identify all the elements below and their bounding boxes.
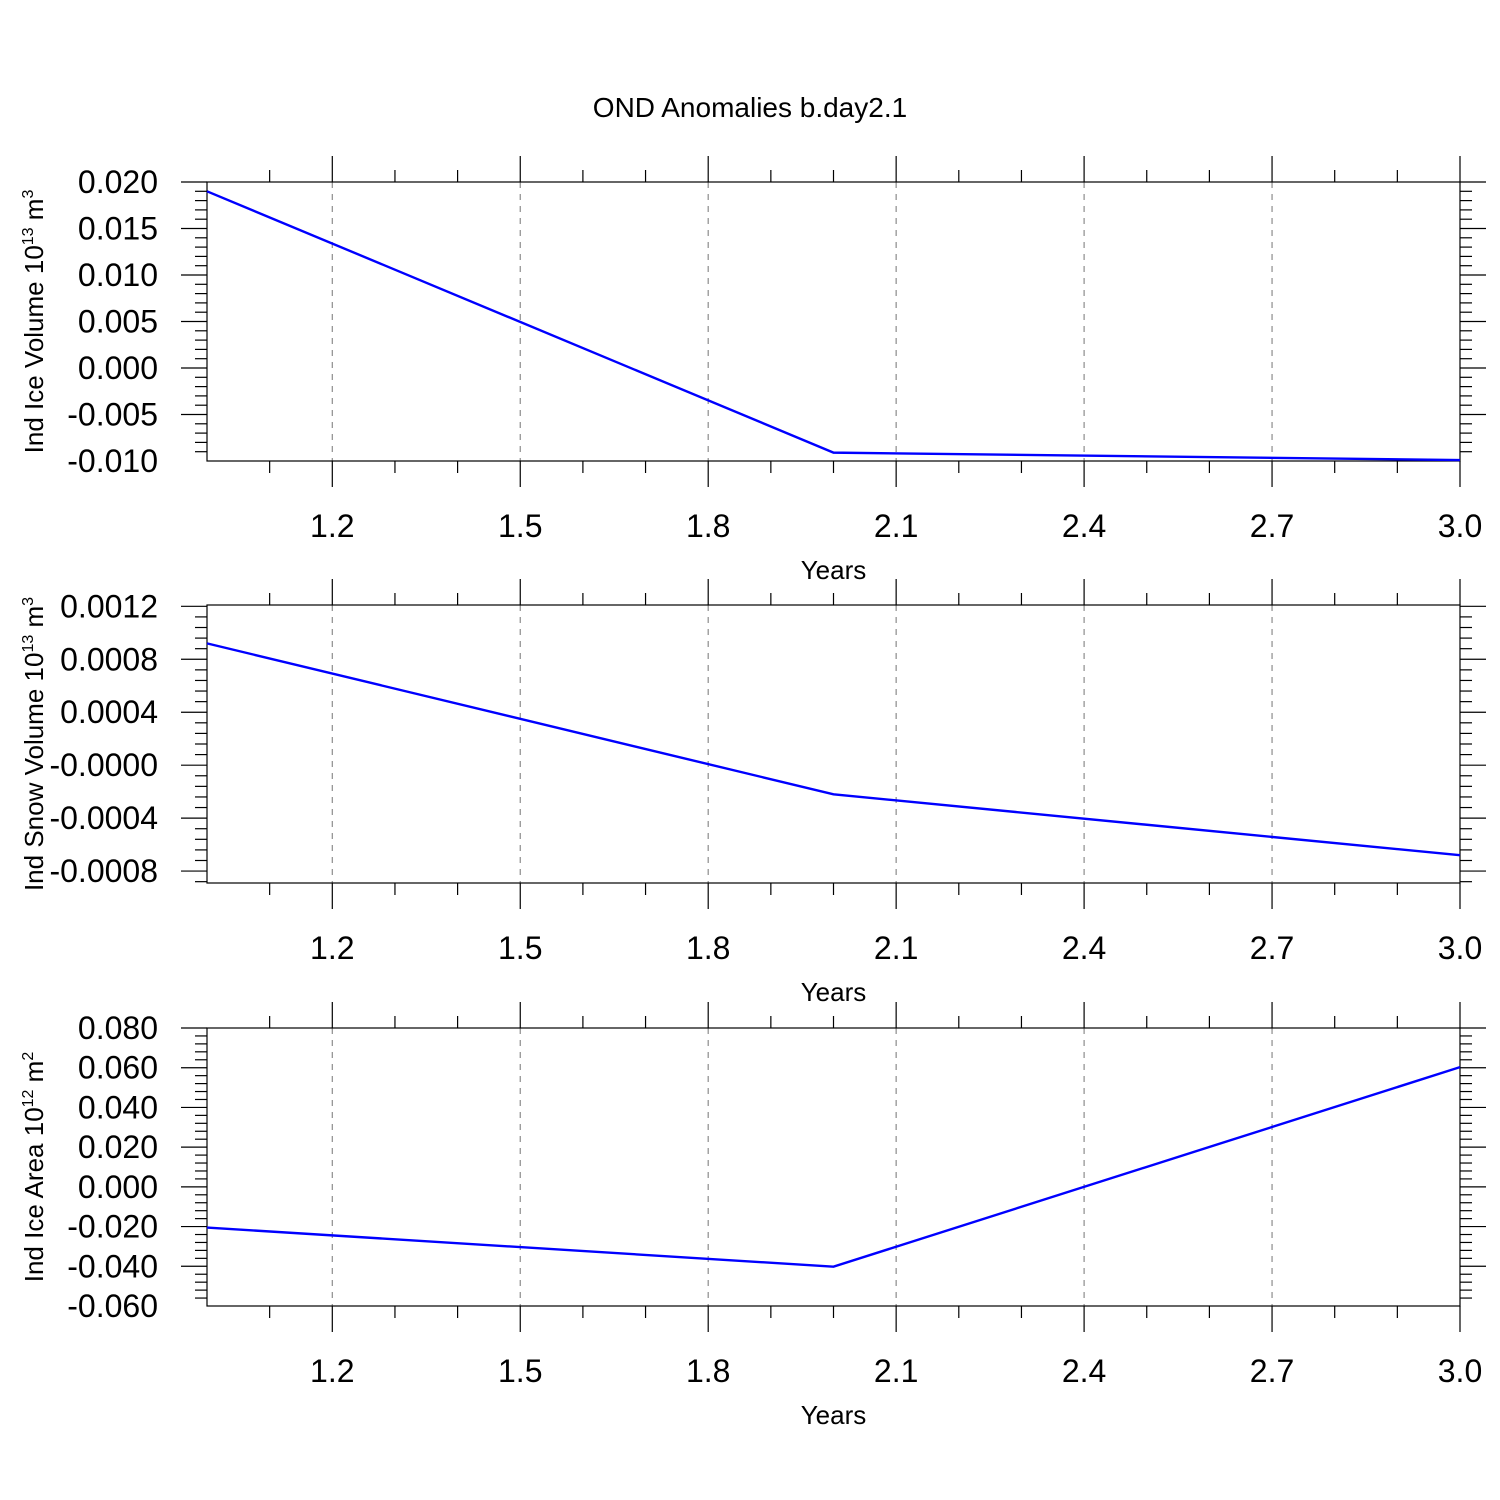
x-tick-label: 2.4 (1062, 930, 1106, 966)
y-axis-label-exponent: 13 (20, 635, 37, 653)
x-tick-label: 2.4 (1062, 1353, 1106, 1389)
y-tick-label: 0.010 (78, 257, 158, 293)
x-tick-label: 2.1 (874, 930, 918, 966)
x-tick-label: 2.7 (1250, 1353, 1294, 1389)
y-tick-label: 0.080 (78, 1010, 158, 1046)
y-axis-label-unit-exponent: 2 (20, 1052, 37, 1061)
x-tick-label: 1.5 (498, 930, 542, 966)
panel-1: 1.2 1.5 1.8 2.1 2.4 2.7 3.0 Years 0.020 0.015 0.01… (19, 156, 1486, 585)
x-tick-label: 2.1 (874, 1353, 918, 1389)
x-axis-label: Years (801, 555, 867, 585)
y-tick-label: 0.020 (78, 1129, 158, 1165)
y-tick-label: -0.020 (67, 1209, 158, 1245)
y-axis-label-unit: m (19, 199, 49, 228)
y-tick-label: 0.020 (78, 164, 158, 200)
y-axis-label-unit-exponent: 3 (20, 597, 37, 606)
y-tick-label: -0.005 (67, 397, 158, 433)
x-tick-label: 2.7 (1250, 930, 1294, 966)
x-axis-label: Years (801, 977, 867, 1007)
x-tick-label: 1.8 (686, 508, 730, 544)
y-tick-label: -0.0008 (49, 853, 158, 889)
x-axis-label: Years (801, 1400, 867, 1430)
y-tick-label: 0.015 (78, 211, 158, 247)
y-axis-label-unit-exponent: 3 (20, 190, 37, 199)
panel-3: 1.2 1.5 1.8 2.1 2.4 2.7 3.0 Years 0.080 0.0600.04… (19, 1002, 1486, 1430)
y-tick-label: -0.040 (67, 1248, 158, 1284)
y-tick-label: 0.040 (78, 1089, 158, 1125)
y-axis-label-exponent: 12 (20, 1089, 37, 1107)
y-axis-label-exponent: 13 (20, 227, 37, 245)
x-tick-label: 1.5 (498, 1353, 542, 1389)
series-line (206, 642, 1461, 857)
y-axis-label-unit: m (19, 1061, 49, 1090)
y-tick-label: 0.005 (78, 304, 158, 340)
series-line (206, 190, 1461, 462)
y-tick-label: 0.000 (78, 350, 158, 386)
x-tick-label: 3.0 (1438, 930, 1482, 966)
y-axis-label: Ind Snow Volume 1013 m3 (19, 597, 49, 891)
y-axis-label-text: Ind Snow Volume 10 (19, 653, 49, 892)
x-tick-label: 1.8 (686, 930, 730, 966)
y-axis-label-unit: m (19, 606, 49, 635)
x-tick-label: 3.0 (1438, 508, 1482, 544)
x-tick-label: 2.1 (874, 508, 918, 544)
y-tick-label: -0.0000 (49, 747, 158, 783)
y-tick-label: -0.060 (67, 1288, 158, 1324)
y-tick-label: 0.0012 (60, 588, 158, 624)
x-tick-label: 1.5 (498, 508, 542, 544)
y-tick-label: 0.0008 (60, 641, 158, 677)
y-axis-label: Ind Ice Area 1012 m2 (19, 1052, 49, 1283)
x-tick-label: 2.7 (1250, 508, 1294, 544)
x-tick-label: 3.0 (1438, 1353, 1482, 1389)
y-tick-label: -0.0004 (49, 800, 158, 836)
y-axis-label-text: Ind Ice Area 10 (19, 1107, 49, 1282)
x-tick-label: 1.2 (310, 508, 354, 544)
figure-title: OND Anomalies b.day2.1 (592, 92, 908, 123)
x-tick-label: 1.2 (310, 1353, 354, 1389)
panel-2: 1.2 1.5 1.8 2.1 2.4 2.7 3.0 Years 0.0012 0.0008 0.… (19, 579, 1486, 1007)
x-tick-label: 1.2 (310, 930, 354, 966)
x-tick-label: 1.8 (686, 1353, 730, 1389)
y-axis-label-text: Ind Ice Volume 10 (19, 245, 49, 453)
y-tick-label: 0.0004 (60, 694, 158, 730)
y-tick-label: -0.010 (67, 443, 158, 479)
series-line (206, 1065, 1461, 1268)
y-axis-label: Ind Ice Volume 1013 m3 (19, 190, 49, 454)
x-tick-label: 2.4 (1062, 508, 1106, 544)
y-tick-label: 0.000 (78, 1169, 158, 1205)
y-tick-label: 0.060 (78, 1050, 158, 1086)
